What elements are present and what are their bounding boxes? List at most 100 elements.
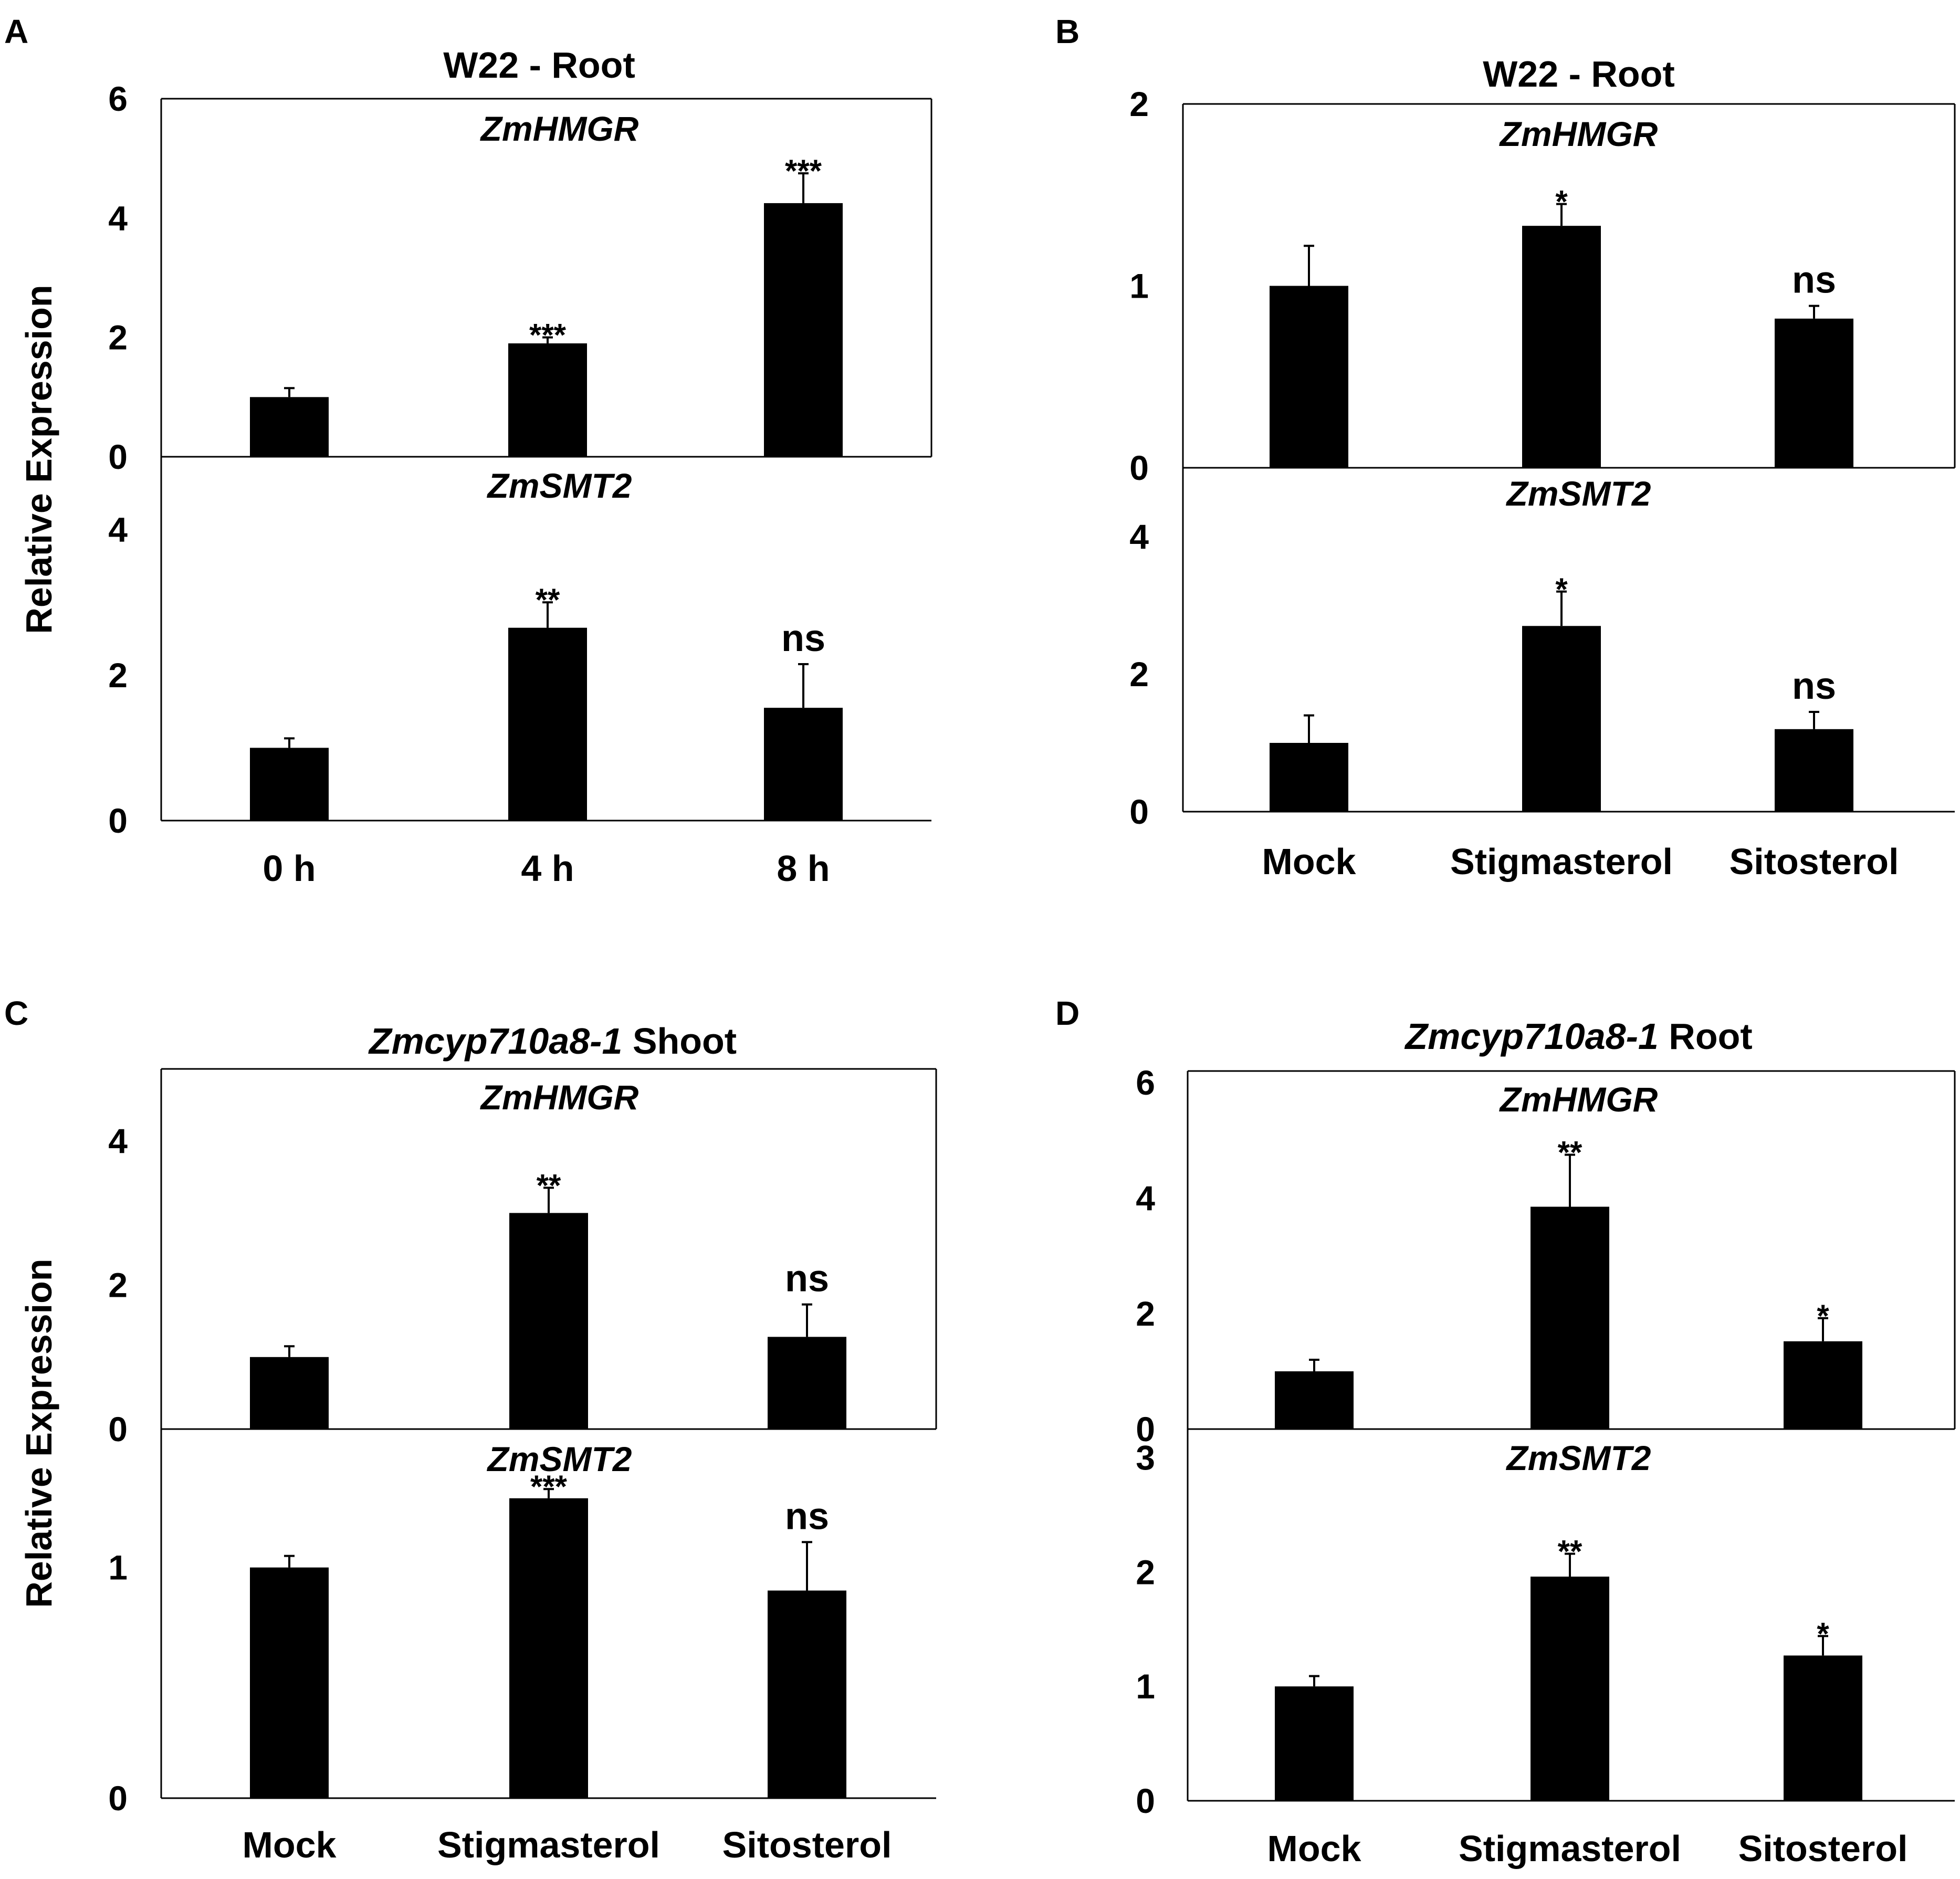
y-tick-label: 2 <box>1129 655 1149 694</box>
bar <box>768 1590 846 1798</box>
y-tick-label: 4 <box>108 1121 128 1160</box>
gene-label: ZmHMGR <box>480 109 639 148</box>
significance-label: *** <box>785 153 822 188</box>
x-tick-label: Sitosterol <box>1738 1828 1908 1869</box>
bar <box>250 397 329 457</box>
significance-label-ns: ns <box>781 617 825 659</box>
gene-label: ZmSMT2 <box>486 466 632 505</box>
panel-c: C Zmcyp710a8-1 Shoot Relative Expression Zm… <box>4 994 937 1865</box>
y-tick-label: 4 <box>108 510 128 549</box>
y-tick-label: 0 <box>1129 792 1149 831</box>
gene-label: ZmSMT2 <box>1505 474 1651 513</box>
significance-label: *** <box>529 318 567 353</box>
bar <box>1522 226 1601 468</box>
y-tick-label: 3 <box>1136 1438 1155 1477</box>
y-tick-label: 6 <box>1136 1063 1155 1102</box>
bar <box>764 708 843 821</box>
x-tick-label: Sitosterol <box>722 1824 892 1865</box>
panel-a: A W22 - Root Relative Expression ZmHMGR 0 2 4 6… <box>4 13 932 889</box>
y-tick-label: 1 <box>108 1548 128 1587</box>
panel-b: B W22 - Root ZmHMGR 0 1 2 * ns ZmSMT2 0 2 4 * ns Mock S… <box>1055 13 1956 882</box>
subplot-zmhmgr: ZmHMGR 0 2 4 6 *** *** <box>108 79 843 476</box>
title-part: Shoot <box>622 1021 737 1062</box>
x-tick-label: Sitosterol <box>1730 841 1899 882</box>
significance-label: ** <box>536 582 560 617</box>
bar <box>1775 729 1853 812</box>
panel-letter: A <box>4 13 28 50</box>
y-tick-label: 0 <box>1136 1410 1155 1448</box>
panel-title: W22 - Root <box>1483 54 1675 95</box>
y-tick-label: 1 <box>1129 267 1149 306</box>
y-tick-label: 2 <box>1136 1294 1155 1333</box>
subplot-zmsmt2: ZmSMT2 0 2 4 * ns <box>1129 474 1853 831</box>
bar <box>1531 1206 1609 1429</box>
y-tick-label: 0 <box>108 1779 128 1818</box>
y-tick-label: 6 <box>108 79 128 118</box>
x-tick-label: Stigmasterol <box>437 1824 660 1865</box>
bar <box>768 1337 846 1429</box>
x-tick-label: 0 h <box>263 848 316 889</box>
significance-label: * <box>1817 1298 1829 1334</box>
bar <box>1275 1686 1354 1801</box>
significance-label: * <box>1817 1616 1829 1651</box>
title-part: Root <box>1659 1016 1753 1057</box>
panel-title: Zmcyp710a8-1 Shoot <box>368 1021 737 1062</box>
significance-label-ns: ns <box>1792 259 1836 301</box>
y-tick-label: 4 <box>1136 1179 1155 1217</box>
title-part: Zmcyp710a8-1 <box>368 1021 623 1062</box>
significance-label: * <box>1555 184 1568 219</box>
bar <box>508 627 587 821</box>
y-tick-label: 2 <box>1129 85 1149 123</box>
y-tick-label: 0 <box>108 801 128 840</box>
panel-letter: B <box>1055 13 1079 50</box>
bar <box>250 748 329 821</box>
panel-title: W22 - Root <box>443 45 635 86</box>
bar <box>250 1567 329 1798</box>
y-tick-label: 4 <box>108 198 128 237</box>
panel-title: Zmcyp710a8-1 Root <box>1404 1016 1752 1057</box>
subplot-zmsmt2: ZmSMT2 0 2 4 ** ns <box>108 466 843 840</box>
bar <box>1270 743 1348 812</box>
x-tick-label: 4 h <box>521 848 574 889</box>
y-tick-label: 0 <box>1129 448 1149 487</box>
gene-label: ZmHMGR <box>1499 114 1658 153</box>
panel-letter: C <box>4 994 28 1032</box>
x-tick-label: Mock <box>243 1824 337 1865</box>
significance-label: * <box>1555 572 1568 607</box>
bar <box>764 203 843 457</box>
y-tick-label: 0 <box>108 437 128 476</box>
bar <box>1784 1655 1862 1801</box>
x-tick-label: Mock <box>1267 1828 1361 1869</box>
x-tick-label: Stigmasterol <box>1450 841 1673 882</box>
gene-label: ZmSMT2 <box>486 1440 632 1478</box>
y-tick-label: 4 <box>1129 517 1149 556</box>
bar <box>509 1498 588 1798</box>
y-tick-label: 2 <box>108 318 128 357</box>
significance-label: ** <box>537 1168 561 1203</box>
significance-label: *** <box>530 1469 568 1504</box>
y-tick-label: 2 <box>108 656 128 695</box>
y-tick-label: 0 <box>108 1410 128 1448</box>
y-tick-label: 2 <box>108 1266 128 1305</box>
bar <box>1275 1371 1354 1429</box>
title-part: W22 - Root <box>1483 54 1675 95</box>
y-axis-label: Relative Expression <box>18 1258 59 1608</box>
title-part: W22 - Root <box>443 45 635 86</box>
y-tick-label: 0 <box>1136 1781 1155 1820</box>
bar <box>508 343 587 457</box>
title-part: Zmcyp710a8-1 <box>1404 1016 1659 1057</box>
subplot-zmhmgr: ZmHMGR 0 1 2 * ns <box>1129 85 1853 487</box>
bar <box>250 1357 329 1429</box>
x-tick-label: Stigmasterol <box>1459 1828 1681 1869</box>
significance-label-ns: ns <box>1792 665 1836 707</box>
bar <box>509 1213 588 1429</box>
subplot-zmhmgr: ZmHMGR 0 2 4 ** ns <box>108 1078 846 1448</box>
y-tick-label: 2 <box>1136 1552 1155 1591</box>
y-axis-label: Relative Expression <box>18 285 59 634</box>
panel-letter: D <box>1055 994 1079 1032</box>
bar <box>1775 318 1853 468</box>
significance-label: ** <box>1558 1135 1582 1170</box>
